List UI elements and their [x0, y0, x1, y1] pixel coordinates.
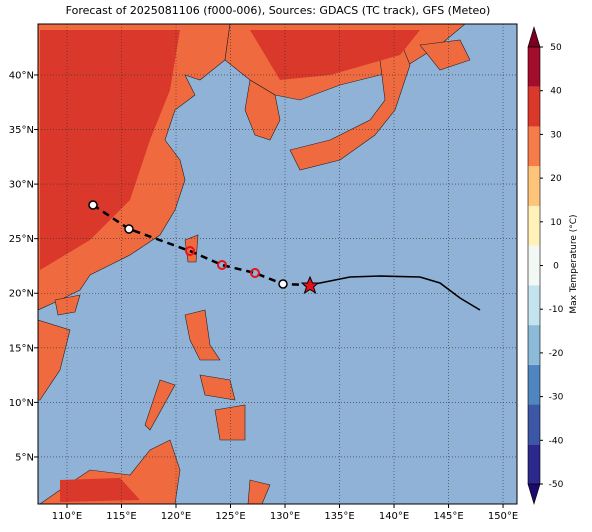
colorbar-segment [528, 285, 540, 326]
x-tick-label: 135°E [324, 511, 354, 522]
x-tick-label: 110°E [52, 511, 82, 522]
map-title: Forecast of 2025081106 (f000-006), Sourc… [66, 4, 491, 17]
colorbar-tick-label: 30 [550, 130, 562, 140]
colorbar-extend-low [527, 483, 541, 506]
colorbar-tick-label: -20 [549, 349, 564, 359]
current-position [300, 275, 320, 295]
colorbar: -50 -40 -30 -20 -10 0 10 20 30 40 50 [527, 25, 564, 506]
colorbar-tick-label: 50 [550, 43, 562, 53]
y-tick-label: 35°N [9, 125, 34, 136]
track-point [278, 279, 288, 289]
x-tick-label: 115°E [106, 511, 136, 522]
colorbar-segment [528, 86, 540, 127]
x-tick-label: 150°E [488, 511, 518, 522]
x-tick-label: 125°E [215, 511, 245, 522]
colorbar-tick-label: -40 [549, 436, 564, 446]
y-tick-label: 20°N [9, 289, 34, 300]
colorbar-label: Max Temperature (°C) [569, 214, 579, 313]
colorbar-tick-label: -30 [549, 393, 564, 403]
y-tick-label: 15°N [9, 343, 34, 354]
colorbar-segment [528, 444, 540, 484]
colorbar-segment [528, 364, 540, 405]
x-tick-label: 120°E [161, 511, 191, 522]
past-track [309, 275, 481, 311]
colorbar-tick-label: 0 [553, 262, 559, 272]
y-tick-label: 5°N [15, 452, 34, 463]
colorbar-tick-label: 10 [550, 218, 562, 228]
colorbar-tick-label: -50 [549, 480, 564, 490]
colorbar-segment [528, 205, 540, 246]
map-frame [37, 23, 518, 505]
y-tick-label: 10°N [9, 398, 34, 409]
colorbar-segment [528, 325, 540, 365]
map-area [38, 24, 517, 504]
colorbar-extend-high [527, 25, 541, 48]
x-tick-label: 130°E [270, 511, 300, 522]
typhoon-symbols [185, 246, 260, 278]
y-tick-label: 30°N [9, 180, 34, 191]
colorbar-segment [528, 126, 540, 167]
hot-areas [40, 30, 420, 502]
x-tick-label: 140°E [379, 511, 409, 522]
track-point [124, 224, 134, 234]
track-point [88, 200, 98, 210]
colorbar-segment [528, 404, 540, 445]
colorbar-tick-label: 40 [550, 87, 562, 97]
x-tick-label: 145°E [433, 511, 463, 522]
colorbar-segment [528, 166, 540, 206]
colorbar-tick-label: -10 [549, 305, 564, 315]
colorbar-tick-label: 20 [550, 174, 562, 184]
colorbar-segment [528, 245, 540, 286]
y-tick-label: 40°N [9, 70, 34, 81]
y-tick-label: 25°N [9, 234, 34, 245]
colorbar-segment [528, 47, 540, 87]
graticule [38, 24, 517, 504]
